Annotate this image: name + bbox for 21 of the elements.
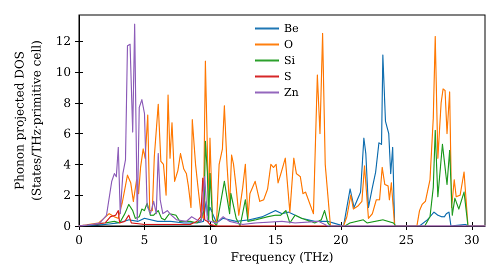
legend-label: Be <box>284 22 299 35</box>
x-tick-label: 25 <box>398 233 414 247</box>
legend-label: S <box>284 70 292 83</box>
y-tick-label: 2 <box>63 188 71 202</box>
x-tick-label: 15 <box>268 233 284 247</box>
y-tick-label: 8 <box>63 96 71 110</box>
x-axis-title: Frequency (THz) <box>230 250 334 264</box>
legend-label: O <box>284 38 294 51</box>
x-tick-label: 20 <box>333 233 349 247</box>
y-tick-label: 0 <box>63 219 71 233</box>
y-axis-title: Phonon projected DOS (States/THz·primitive cell) <box>12 40 44 201</box>
y-tick-label: 12 <box>56 34 71 48</box>
x-tick-label: 0 <box>75 233 83 247</box>
y-tick-label: 4 <box>63 157 72 172</box>
legend-label: Zn <box>284 86 299 99</box>
legend-label: Si <box>284 54 296 67</box>
y-tick-label: 6 <box>63 126 71 141</box>
x-tick-label: 30 <box>464 233 480 247</box>
y-tick-label: 10 <box>56 64 71 79</box>
x-tick-label: 5 <box>140 233 148 247</box>
x-tick-label: 10 <box>202 233 218 247</box>
